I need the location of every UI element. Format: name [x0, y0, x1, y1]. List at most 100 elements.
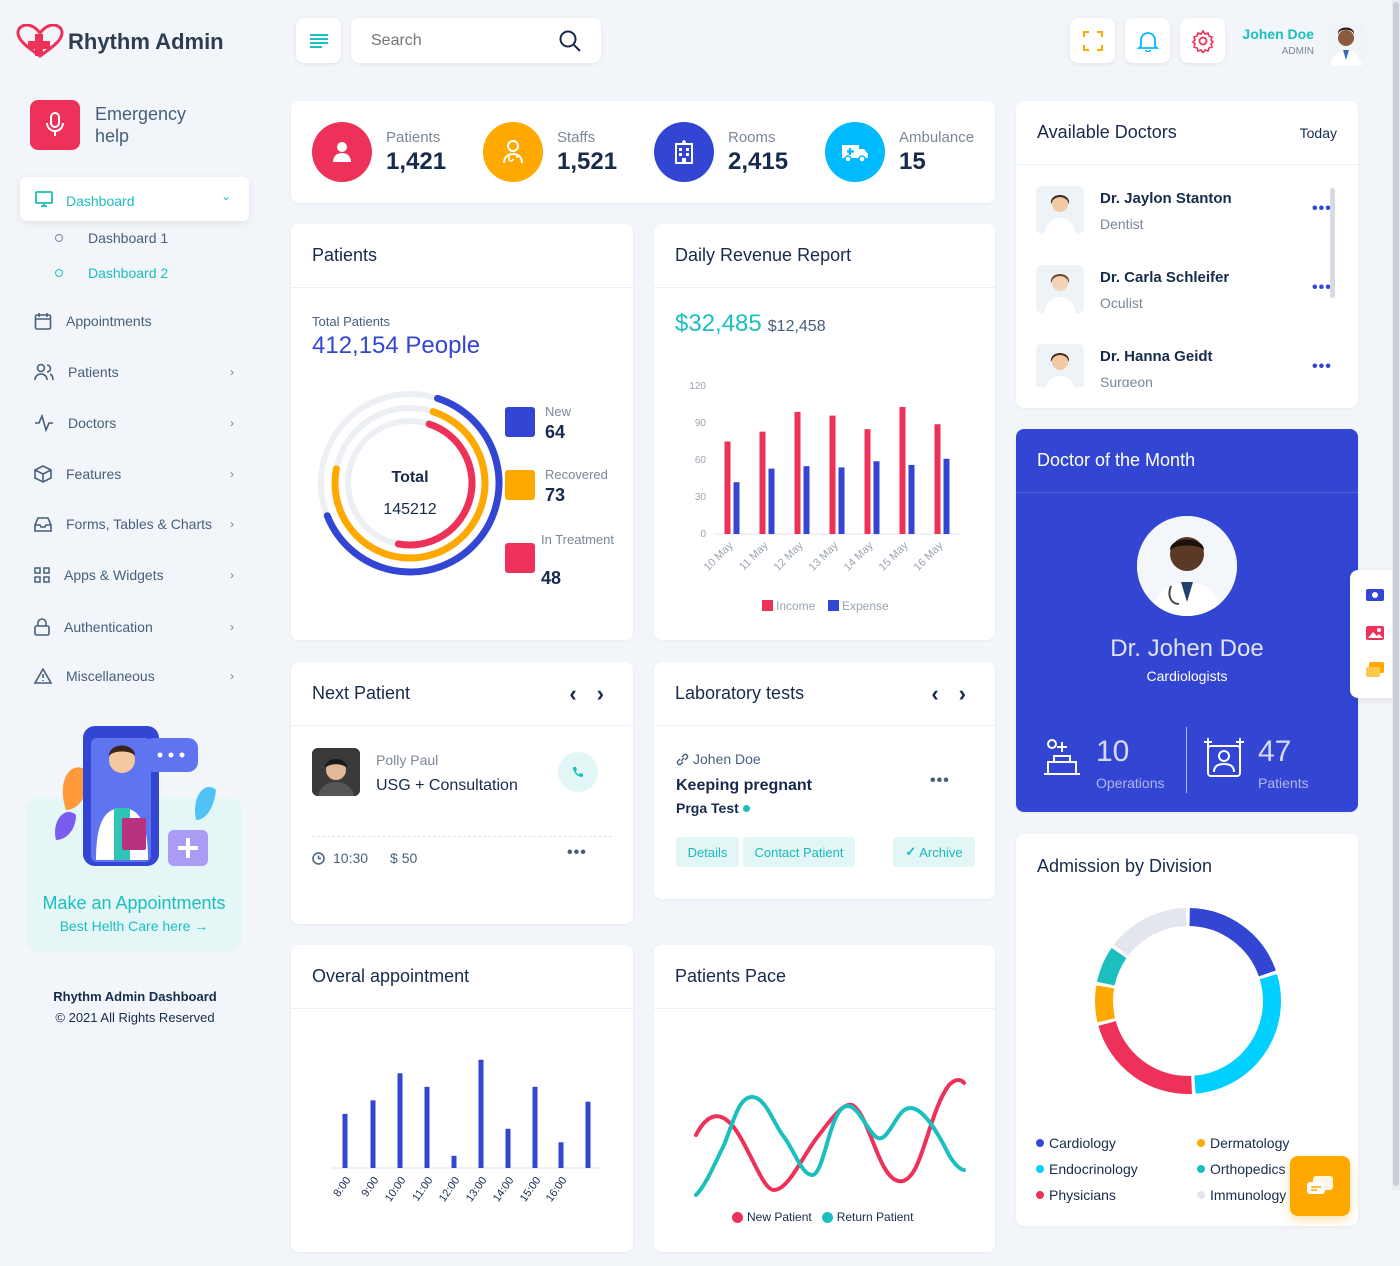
stat-value: 1,521 — [557, 147, 618, 175]
list-item[interactable]: Dr. Jaylon Stanton Dentist ••• — [1036, 186, 1336, 246]
details-button[interactable]: Details — [676, 837, 739, 867]
avatar — [1326, 22, 1366, 66]
sidebar-subitem-label: Dashboard 2 — [88, 265, 169, 281]
sidebar-item-authentication[interactable]: Authentication › — [34, 618, 234, 636]
list-item[interactable]: Dr. Carla Schleifer Oculist ••• — [1036, 265, 1336, 325]
calendar-icon — [34, 313, 52, 330]
revenue-bar-chart: 0 30 60 90 120 10 May 11 May 12 May 13 May 14 May… — [689, 381, 959, 613]
doctors-list[interactable]: Dr. Jaylon Stanton Dentist ••• Dr. Carla… — [1016, 167, 1358, 387]
x-tick-label: 15 May — [877, 539, 911, 573]
pie-slice — [1097, 947, 1127, 986]
legend-label: Recovered — [545, 467, 608, 482]
legend-label: Endocrinology — [1049, 1161, 1138, 1177]
bar — [558, 1142, 564, 1168]
box-icon — [34, 465, 52, 483]
appointment-promo[interactable]: Make an Appointments Best Helth Care her… — [26, 720, 242, 952]
chevron-right-icon: › — [230, 517, 234, 531]
promo-title: Make an Appointments — [42, 893, 226, 913]
avatar — [1137, 516, 1237, 616]
chat-icon[interactable] — [1365, 661, 1385, 679]
more-options-icon[interactable]: ••• — [1312, 358, 1332, 375]
lab-test-sub: Prga Test — [676, 800, 739, 816]
chat-button[interactable] — [1290, 1156, 1350, 1216]
x-tick-label: 11:00 — [410, 1175, 435, 1204]
emergency-help[interactable]: Emergency help — [30, 100, 230, 152]
pie-slice — [1098, 1020, 1192, 1094]
filter-today[interactable]: Today — [1299, 124, 1337, 141]
call-button[interactable] — [558, 752, 598, 792]
doctor-of-month-card: Doctor of the Month Dr. Johen Doe Cardio… — [1016, 429, 1358, 812]
bar — [908, 464, 915, 534]
bar — [794, 411, 801, 534]
avatar — [1036, 186, 1084, 234]
image-icon[interactable] — [1365, 625, 1385, 641]
more-options-icon[interactable]: ••• — [567, 844, 587, 861]
card-title: Laboratory tests — [675, 683, 805, 703]
more-options-icon[interactable]: ••• — [1312, 279, 1332, 296]
patients-label: Patients — [1258, 775, 1309, 791]
inbox-icon — [34, 517, 52, 532]
chevron-right-icon[interactable]: › — [596, 680, 604, 706]
list-item[interactable]: Dr. Hanna Geidt Surgeon ••• — [1036, 344, 1336, 387]
menu-toggle-button[interactable] — [296, 18, 341, 63]
user-menu[interactable]: Johen Doe ADMIN — [1240, 22, 1370, 66]
patient-name: Polly Paul — [376, 752, 439, 768]
bar — [943, 458, 950, 534]
sidebar-subitem-dashboard-1[interactable]: Dashboard 1 — [55, 230, 168, 246]
brand-name: Rhythm Admin — [68, 29, 224, 54]
chevron-down-icon: ⌄ — [221, 189, 232, 203]
promo-link[interactable]: Best Helth Care here → — [59, 918, 209, 934]
legend-dot-new — [732, 1211, 743, 1223]
page-scrollbar-thumb[interactable] — [1393, 2, 1399, 1186]
bar — [342, 1113, 348, 1168]
chevron-right-icon[interactable]: › — [958, 680, 966, 706]
sidebar-item-appointments[interactable]: Appointments — [34, 312, 234, 330]
search-box[interactable] — [351, 18, 601, 63]
more-options-icon[interactable]: ••• — [1312, 200, 1332, 217]
search-input[interactable] — [371, 31, 541, 50]
status-dot — [742, 804, 750, 812]
doctor-name: Dr. Hanna Geidt — [1100, 348, 1213, 365]
legend-label: Orthopedics — [1210, 1161, 1286, 1177]
ring-center-label: Total — [391, 469, 429, 486]
pie-slice — [1193, 974, 1281, 1094]
stat-value: 2,415 — [728, 147, 789, 175]
legend-label: Immunology — [1210, 1187, 1287, 1203]
right-quick-panel — [1350, 570, 1400, 698]
settings-button[interactable] — [1180, 18, 1225, 63]
user-name: Johen Doe — [1242, 26, 1314, 42]
stat-label: Ambulance — [899, 128, 975, 146]
scrollbar[interactable] — [1330, 188, 1335, 298]
x-tick-label: 14:00 — [491, 1175, 517, 1204]
chevron-left-icon[interactable]: ‹ — [931, 680, 939, 706]
sidebar-item-forms[interactable]: Forms, Tables & Charts › — [34, 516, 234, 532]
sidebar-item-doctors[interactable]: Doctors › — [34, 414, 234, 432]
sidebar-item-miscellaneous[interactable]: Miscellaneous › — [34, 668, 234, 684]
legend-item-physicians: Physicians — [1036, 1187, 1116, 1203]
monitor-icon — [35, 191, 53, 207]
fullscreen-button[interactable] — [1070, 18, 1115, 63]
x-tick-label: 9:00 — [359, 1175, 381, 1199]
archive-button[interactable]: ✓ Archive — [893, 837, 975, 867]
sidebar-item-apps[interactable]: Apps & Widgets › — [34, 567, 234, 583]
camera-icon[interactable] — [1365, 588, 1385, 602]
hospital-icon — [675, 140, 693, 164]
user-icon — [333, 142, 351, 162]
total-patients-label: Total Patients — [312, 314, 391, 329]
notifications-button[interactable] — [1125, 18, 1170, 63]
contact-patient-button[interactable]: Contact Patient — [743, 837, 855, 867]
more-options-icon[interactable]: ••• — [930, 772, 950, 789]
brand-logo[interactable]: Rhythm Admin — [16, 24, 224, 60]
search-icon[interactable] — [559, 30, 581, 52]
card-title: Overal appointment — [312, 966, 470, 986]
sidebar-subitem-dashboard-2[interactable]: Dashboard 2 — [55, 265, 168, 281]
sidebar-item-dashboard[interactable]: Dashboard ⌄ — [20, 177, 249, 221]
bar — [370, 1100, 376, 1168]
activity-icon — [35, 414, 53, 432]
y-tick-label: 90 — [695, 418, 707, 429]
sidebar-item-patients[interactable]: Patients › — [34, 363, 234, 381]
gear-icon — [1191, 29, 1214, 53]
sidebar-item-features[interactable]: Features › — [34, 465, 234, 483]
menu-icon — [309, 33, 328, 48]
chevron-left-icon[interactable]: ‹ — [569, 680, 577, 706]
